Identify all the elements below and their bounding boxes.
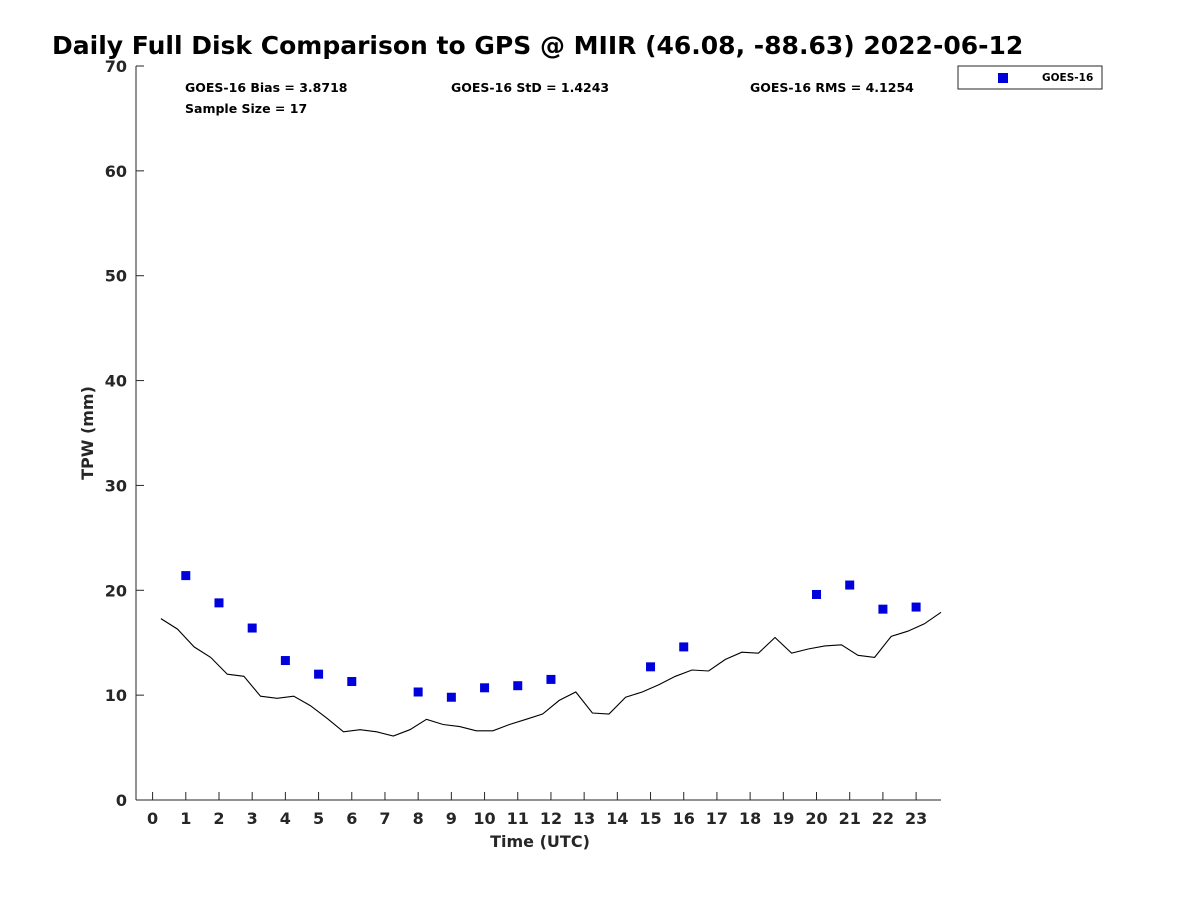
- x-tick-label: 12: [540, 809, 562, 828]
- x-tick-label: 1: [180, 809, 191, 828]
- legend-marker-goes16: [998, 73, 1008, 83]
- y-tick-label: 20: [105, 581, 127, 600]
- x-tick-label: 21: [839, 809, 861, 828]
- x-tick-label: 3: [247, 809, 258, 828]
- x-axis-label: Time (UTC): [490, 832, 590, 851]
- y-axis-label: TPW (mm): [78, 386, 97, 480]
- goes16-point: [546, 674, 556, 684]
- goes16-point: [347, 677, 357, 687]
- x-tick-label: 11: [507, 809, 529, 828]
- sample-size-stat: Sample Size = 17: [185, 101, 307, 116]
- y-tick-label: 50: [105, 267, 127, 286]
- x-tick-label: 15: [639, 809, 661, 828]
- x-tick-label: 4: [280, 809, 291, 828]
- rms-stat: GOES-16 RMS = 4.1254: [750, 80, 914, 95]
- x-tick-label: 9: [446, 809, 457, 828]
- goes16-point: [314, 669, 324, 679]
- bias-stat: GOES-16 Bias = 3.8718: [185, 80, 347, 95]
- x-tick-label: 22: [872, 809, 894, 828]
- goes16-point: [646, 662, 656, 672]
- legend-box: [957, 65, 1103, 90]
- x-tick-label: 8: [413, 809, 424, 828]
- x-tick-label: 10: [473, 809, 495, 828]
- y-tick-label: 70: [105, 57, 127, 76]
- goes16-point: [181, 571, 191, 581]
- legend-label-goes16: GOES-16: [1042, 72, 1093, 84]
- x-tick-label: 7: [379, 809, 390, 828]
- x-tick-label: 23: [905, 809, 927, 828]
- y-tick-label: 40: [105, 372, 127, 391]
- goes16-point: [845, 580, 855, 590]
- x-ticks: 0 1 2 3 4 5 6 7 8 9 10 11 12 13 14 15 16 17 18 19 20 21 22 23: [147, 792, 927, 828]
- goes16-point: [413, 687, 423, 697]
- y-tick-label: 60: [105, 162, 127, 181]
- goes16-series: [181, 571, 921, 702]
- goes16-point: [878, 604, 888, 614]
- goes16-point: [513, 681, 523, 691]
- x-tick-label: 13: [573, 809, 595, 828]
- goes16-point: [480, 683, 490, 693]
- goes16-point: [280, 656, 290, 666]
- goes16-point: [446, 692, 456, 702]
- gps-tpw-line: [160, 611, 942, 737]
- x-tick-label: 6: [346, 809, 357, 828]
- legend: GOES-16: [957, 65, 1103, 90]
- x-tick-label: 14: [606, 809, 628, 828]
- y-tick-label: 10: [105, 686, 127, 705]
- x-tick-label: 19: [772, 809, 794, 828]
- std-stat: GOES-16 StD = 1.4243: [451, 80, 609, 95]
- x-tick-label: 16: [673, 809, 695, 828]
- x-tick-label: 18: [739, 809, 761, 828]
- y-tick-label: 30: [105, 476, 127, 495]
- goes16-point: [911, 602, 921, 612]
- x-tick-label: 0: [147, 809, 158, 828]
- chart-title: Daily Full Disk Comparison to GPS @ MIIR…: [52, 31, 1023, 60]
- y-ticks: 0 10 20 30 40 50 60 70: [105, 57, 144, 810]
- goes16-point: [812, 589, 822, 599]
- x-tick-label: 2: [213, 809, 224, 828]
- plot-axes: [135, 66, 941, 801]
- x-tick-label: 20: [805, 809, 827, 828]
- x-tick-label: 17: [706, 809, 728, 828]
- gps-series: [160, 611, 942, 737]
- goes16-point: [214, 598, 224, 608]
- x-tick-label: 5: [313, 809, 324, 828]
- goes16-point: [679, 642, 689, 652]
- y-tick-label: 0: [116, 791, 127, 810]
- goes16-point: [247, 623, 257, 633]
